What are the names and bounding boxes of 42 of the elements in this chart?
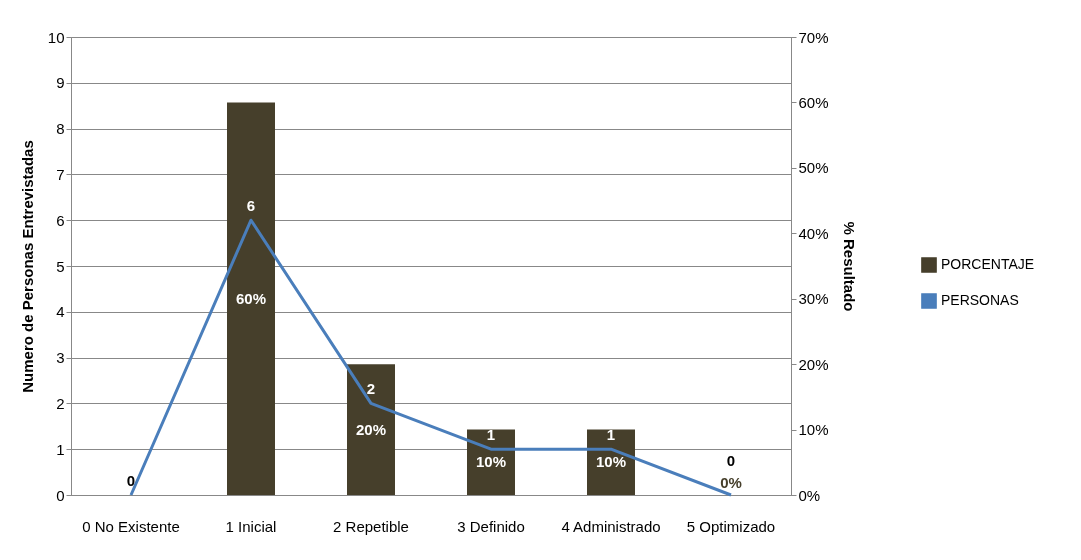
- y2-axis-title: % Resultado: [840, 221, 858, 312]
- data-label: 10%: [595, 453, 627, 471]
- data-label: 6: [246, 197, 256, 215]
- data-label: 0: [126, 472, 136, 489]
- data-label: 1: [606, 426, 616, 444]
- y-tick-label: 9: [56, 74, 65, 92]
- y-axis-title: Numero de Personas Entrevistadas: [18, 140, 36, 393]
- x-tick-label: 0 No Existente: [82, 517, 180, 535]
- y2-tick-label: 40%: [798, 224, 829, 242]
- legend-label: PERSONAS: [941, 292, 1019, 308]
- y2-tick-label: 10%: [798, 421, 829, 439]
- data-label: 10%: [475, 453, 507, 471]
- data-label: 2: [366, 380, 376, 398]
- y-tick-label: 2: [56, 394, 65, 412]
- y-tick-label: 6: [56, 211, 65, 229]
- y2-tick-label: 60%: [798, 93, 829, 111]
- data-label: 60%: [235, 289, 267, 307]
- y-tick-label: 10: [47, 28, 65, 46]
- data-label: 0: [726, 452, 736, 469]
- y2-tick-label: 30%: [798, 290, 829, 308]
- y-tick-label: 5: [56, 257, 65, 275]
- data-label: 1: [486, 426, 496, 444]
- y2-tick-label: 20%: [798, 355, 829, 373]
- bar: [347, 364, 395, 495]
- x-tick-label: 3 Definido: [457, 517, 525, 535]
- x-tick-label: 5 Optimizado: [686, 517, 776, 535]
- y2-tick-label: 0%: [798, 486, 821, 504]
- x-tick-label: 1 Inicial: [225, 517, 277, 535]
- y-tick-label: 0: [56, 486, 65, 504]
- y-tick-label: 3: [56, 349, 65, 367]
- data-label: 0%: [720, 474, 742, 491]
- data-label: 20%: [355, 420, 387, 438]
- y-tick-label: 1: [56, 440, 65, 458]
- x-tick-label: 4 Administrado: [561, 517, 661, 535]
- y-tick-label: 7: [56, 165, 65, 183]
- bar: [227, 102, 275, 495]
- x-tick-label: 2 Repetible: [333, 517, 409, 535]
- y-tick-label: 8: [56, 120, 65, 138]
- y2-tick-label: 50%: [798, 159, 829, 177]
- y-tick-label: 4: [56, 303, 65, 321]
- y2-tick-label: 70%: [798, 28, 829, 46]
- legend-label: PORCENTAJE: [941, 256, 1035, 272]
